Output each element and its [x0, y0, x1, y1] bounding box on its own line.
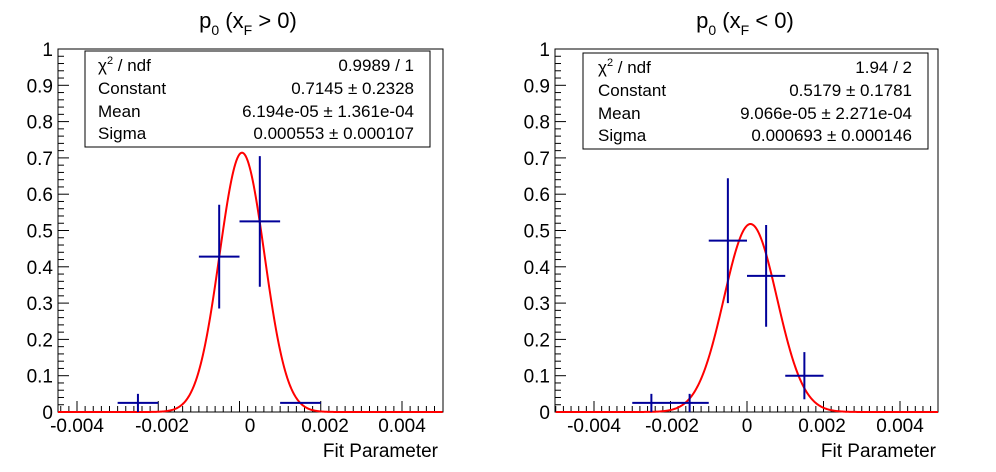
x-tick-label: 0 — [742, 416, 753, 437]
y-tick-label: 0.5 — [27, 222, 53, 243]
y-tick-label: 0.7 — [27, 149, 53, 170]
stats-chi2-value: 0.9989 / 1 — [338, 56, 414, 75]
y-tick-label: 0.1 — [524, 367, 550, 388]
y-tick-label: 0.2 — [27, 330, 53, 351]
stats-sigma-value: 0.000553 ± 0.000107 — [253, 124, 414, 143]
y-tick-label: 0.4 — [524, 258, 551, 279]
stats-sigma-label: Sigma — [598, 126, 647, 145]
y-tick-label: 0.7 — [524, 149, 550, 170]
x-tick-label: 0 — [245, 416, 256, 437]
data-point — [198, 204, 240, 309]
stats-mean-value: 6.194e-05 ± 1.361e-04 — [242, 102, 414, 121]
x-axis-title-right: Fit Parameter — [821, 441, 937, 462]
y-tick-label: 0.6 — [27, 185, 53, 206]
data-point — [708, 178, 747, 304]
y-tick-label: 1 — [539, 40, 550, 61]
stats-mean-label: Mean — [98, 102, 141, 121]
data-point — [785, 352, 824, 400]
data-point — [239, 156, 281, 287]
gaussian-fit-line — [555, 223, 938, 413]
y-tick-label: 0.9 — [27, 76, 53, 97]
stats-sigma-label: Sigma — [98, 124, 147, 143]
data-point — [632, 393, 671, 412]
y-tick-labels-left: 0 0.1 0.2 0.3 0.4 0.5 0.6 0.7 0.8 0.9 1 — [27, 40, 54, 424]
fit-curve-right — [555, 223, 938, 413]
y-tick-label: 0.5 — [524, 222, 550, 243]
y-axis-ticks-left — [58, 48, 69, 413]
y-tick-label: 0.4 — [27, 258, 54, 279]
x-tick-label: -0.002 — [645, 416, 699, 437]
x-tick-labels-right: -0.004 -0.002 0 0.002 0.004 — [567, 416, 924, 437]
x-tick-label: 0.004 — [876, 416, 924, 437]
x-tick-label: 0.002 — [798, 416, 846, 437]
stats-chi2-label: χ2 / ndf — [598, 57, 651, 77]
y-tick-label: 0.9 — [524, 76, 550, 97]
stats-mean-value: 9.066e-05 ± 2.271e-04 — [740, 104, 912, 123]
x-tick-label: 0.002 — [301, 416, 349, 437]
y-tick-label: 0.3 — [524, 294, 550, 315]
stats-constant-value: 0.5179 ± 0.1781 — [789, 81, 912, 100]
y-tick-label: 1 — [42, 40, 53, 61]
chart-panel-left: p0 (xF > 0) -0.004 -0.002 0 0.002 0.004 … — [27, 8, 444, 462]
y-tick-label: 0.2 — [524, 330, 550, 351]
stats-chi2-label: χ2 / ndf — [98, 55, 151, 75]
stats-box-right: χ2 / ndf 1.94 / 2 Constant 0.5179 ± 0.17… — [582, 52, 929, 150]
y-tick-labels-right: 0 0.1 0.2 0.3 0.4 0.5 0.6 0.7 0.8 0.9 1 — [524, 40, 551, 424]
x-axis-ticks-left — [60, 401, 435, 412]
data-points-left — [117, 156, 321, 412]
stats-constant-label: Constant — [98, 79, 166, 98]
y-tick-label: 0 — [539, 403, 550, 424]
fit-curve-left — [58, 151, 443, 413]
stats-box-frame — [582, 52, 929, 150]
stats-constant-label: Constant — [598, 81, 666, 100]
stats-chi2-value: 1.94 / 2 — [855, 58, 912, 77]
y-tick-label: 0.1 — [27, 367, 53, 388]
y-axis-ticks-right — [555, 48, 566, 413]
gaussian-fit-line — [58, 151, 443, 413]
chart-panel-right: p0 (xF < 0) -0.004 -0.002 0 0.002 0.004 … — [524, 8, 939, 462]
stats-mean-label: Mean — [598, 104, 641, 123]
x-tick-label: -0.002 — [135, 416, 189, 437]
panel-title-right: p0 (xF < 0) — [696, 8, 794, 38]
y-tick-label: 0.8 — [27, 113, 53, 134]
x-tick-label: 0.004 — [378, 416, 426, 437]
y-tick-label: 0 — [42, 403, 53, 424]
stats-constant-value: 0.7145 ± 0.2328 — [291, 79, 414, 98]
data-points-right — [632, 178, 824, 412]
panel-title-left: p0 (xF > 0) — [199, 8, 297, 38]
y-tick-label: 0.6 — [524, 185, 550, 206]
x-tick-labels-left: -0.004 -0.002 0 0.002 0.004 — [50, 416, 426, 437]
data-point — [670, 393, 709, 412]
x-axis-ticks-right — [555, 401, 932, 412]
stats-box-frame — [84, 50, 431, 148]
y-tick-label: 0.8 — [524, 113, 550, 134]
y-tick-label: 0.3 — [27, 294, 53, 315]
stats-box-left: χ2 / ndf 0.9989 / 1 Constant 0.7145 ± 0.… — [84, 50, 431, 148]
x-tick-label: -0.004 — [50, 416, 104, 437]
data-point — [747, 225, 786, 327]
data-point — [117, 393, 159, 412]
x-tick-label: -0.004 — [567, 416, 621, 437]
stats-sigma-value: 0.000693 ± 0.000146 — [751, 126, 912, 145]
x-axis-title-left: Fit Parameter — [323, 441, 439, 462]
